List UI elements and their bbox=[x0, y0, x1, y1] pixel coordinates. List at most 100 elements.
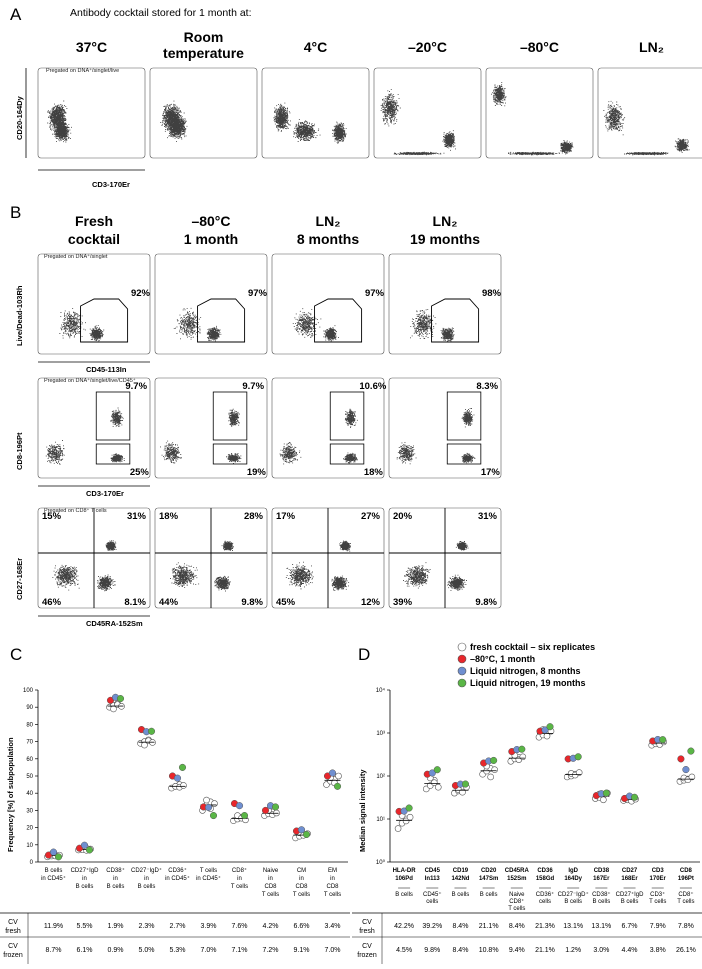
legend-marker bbox=[457, 642, 467, 652]
panel-a-condition-header: –20°C bbox=[408, 39, 447, 55]
marker-label: 167Er bbox=[593, 876, 610, 882]
marker-label: HLA-DR bbox=[393, 868, 417, 874]
legend-label: Liquid nitrogen, 19 months bbox=[470, 678, 586, 688]
fresh-replicate-dot bbox=[406, 813, 414, 821]
category-label: in CD45⁺ bbox=[41, 875, 66, 882]
category-label: in bbox=[268, 876, 273, 882]
category-label: B cells bbox=[138, 884, 156, 890]
stored-cocktail-dot bbox=[147, 727, 156, 735]
category-label: CD8 bbox=[264, 884, 277, 890]
population-label: CD3⁺ bbox=[650, 891, 665, 898]
cv-value: 7.1% bbox=[232, 947, 248, 954]
fresh-replicate-dot bbox=[180, 782, 187, 789]
y-tick-label: 30 bbox=[26, 808, 33, 814]
stored-cocktail-dot bbox=[235, 802, 244, 810]
population-label: T cells bbox=[677, 899, 694, 905]
cv-value: 1.2% bbox=[565, 947, 581, 954]
quadrant-percent: 31% bbox=[478, 511, 498, 522]
fresh-replicate-dot bbox=[519, 753, 527, 761]
panel-b-condition-header: 19 months bbox=[410, 231, 480, 247]
stored-cocktail-dot bbox=[602, 789, 610, 797]
cv-row-label: fresh bbox=[359, 928, 375, 935]
cv-row-label: CV bbox=[8, 919, 18, 926]
category-label: CD38⁺ bbox=[106, 867, 125, 874]
fresh-replicate-dot bbox=[543, 732, 551, 740]
y-axis-label: Median signal intensity bbox=[358, 769, 367, 852]
panel-b-x-label: CD3-170Er bbox=[86, 489, 124, 498]
event-dots bbox=[45, 407, 125, 466]
event-dots bbox=[285, 540, 351, 592]
population-label: B cells bbox=[593, 899, 611, 905]
category-label: in CD45⁺ bbox=[196, 875, 221, 882]
y-tick-label: 10⁴ bbox=[376, 687, 386, 694]
y-tick-label: 70 bbox=[26, 740, 33, 746]
legend-label: –80°C, 1 month bbox=[470, 654, 535, 664]
panel-b-condition-header: LN₂ bbox=[316, 213, 341, 229]
marker-label: 147Sm bbox=[479, 876, 498, 882]
category-label: CD27⁺IgD bbox=[71, 867, 100, 874]
cv-value: 42.2% bbox=[394, 923, 414, 930]
y-tick-label: 80 bbox=[26, 722, 33, 728]
stored-cocktail-dot bbox=[80, 841, 89, 849]
event-dots bbox=[173, 307, 222, 342]
live-gate bbox=[197, 298, 246, 343]
plot-frame bbox=[388, 253, 502, 355]
y-tick-label: 10² bbox=[376, 774, 385, 780]
marker-label: CD8 bbox=[680, 868, 693, 874]
y-tick-label: 50 bbox=[26, 774, 33, 780]
event-dots bbox=[403, 540, 469, 592]
gate-percent: 97% bbox=[248, 288, 268, 299]
stored-cocktail-dot bbox=[178, 763, 187, 771]
live-gate bbox=[80, 298, 129, 343]
y-tick-label: 10 bbox=[26, 843, 33, 849]
panel-a-title: Antibody cocktail stored for 1 month at: bbox=[70, 7, 252, 19]
panel-d-letter: D bbox=[358, 645, 370, 664]
population-label: T cells bbox=[508, 906, 525, 912]
cd8-gate bbox=[95, 391, 131, 441]
cv-value: 6.1% bbox=[77, 947, 93, 954]
marker-label: CD45RA bbox=[505, 868, 530, 874]
population-label: cells bbox=[539, 899, 551, 905]
population-label: B cells bbox=[395, 892, 413, 898]
marker-label: CD20 bbox=[481, 868, 497, 874]
category-label: in bbox=[144, 876, 149, 882]
panel-a-condition-header: 4°C bbox=[304, 39, 328, 55]
quadrant-percent: 18% bbox=[159, 511, 179, 522]
panel-a-condition-header: Room bbox=[184, 29, 224, 45]
population-label: CD36⁺ bbox=[536, 891, 555, 898]
gate-percent: 19% bbox=[247, 467, 267, 478]
population-label: B cells bbox=[621, 899, 639, 905]
cv-value: 0.9% bbox=[108, 947, 124, 954]
quadrant-percent: 17% bbox=[276, 511, 296, 522]
stored-cocktail-dot bbox=[209, 812, 218, 820]
panel-b-condition-header: LN₂ bbox=[433, 213, 458, 229]
population-label: CD27⁻IgD⁺ bbox=[558, 891, 589, 898]
category-label: B cells bbox=[107, 884, 125, 890]
event-dots bbox=[160, 408, 242, 464]
cv-row-label: frozen bbox=[357, 952, 377, 959]
cv-value: 7.8% bbox=[678, 923, 694, 930]
category-label: in bbox=[299, 876, 304, 882]
marker-label: CD38 bbox=[594, 868, 610, 874]
quadrant-percent: 27% bbox=[361, 511, 381, 522]
plot-frame bbox=[154, 253, 268, 355]
event-dots bbox=[47, 100, 72, 143]
quadrant-percent: 9.8% bbox=[241, 597, 263, 608]
marker-label: CD3 bbox=[652, 868, 665, 874]
live-gate bbox=[314, 298, 363, 343]
marker-label: 196Pt bbox=[678, 876, 694, 882]
marker-label: 164Dy bbox=[564, 876, 582, 882]
cv-value: 7.2% bbox=[263, 947, 279, 954]
marker-label: CD45 bbox=[425, 868, 441, 874]
fresh-replicate-dot bbox=[335, 772, 342, 780]
stored-cocktail-dot bbox=[85, 846, 94, 854]
quadrant-percent: 20% bbox=[393, 511, 413, 522]
marker-label: 142Nd bbox=[451, 876, 469, 882]
legend-marker bbox=[457, 654, 467, 664]
fresh-replicate-dot bbox=[211, 800, 218, 807]
stored-cocktail-dot bbox=[297, 826, 306, 834]
stored-cocktail-dot bbox=[518, 745, 526, 753]
category-label: Naive bbox=[263, 868, 279, 874]
stored-cocktail-dot bbox=[433, 766, 441, 774]
stored-cocktail-dot bbox=[461, 780, 470, 788]
